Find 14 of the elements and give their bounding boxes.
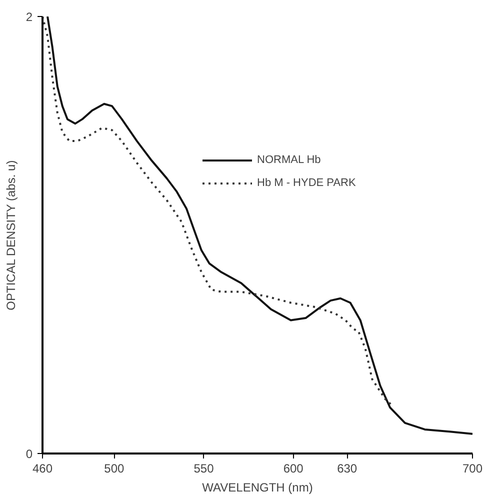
x-tick-label: 630 — [337, 462, 358, 476]
x-tick-label: 460 — [32, 462, 53, 476]
legend-label: NORMAL Hb — [257, 154, 321, 166]
x-tick-label: 550 — [194, 462, 214, 476]
x-tick-label: 500 — [104, 462, 125, 476]
y-tick-label: 2 — [26, 10, 33, 24]
y-axis-title: OPTICAL DENSITY (abs. u) — [4, 160, 18, 310]
line-series — [46, 16, 472, 435]
x-tick-label: 700 — [462, 462, 483, 476]
line-series — [42, 16, 394, 406]
x-tick-label: 600 — [283, 462, 304, 476]
y-tick-label: 0 — [26, 447, 33, 461]
legend-label: Hb M - HYDE PARK — [257, 177, 356, 189]
x-axis-title: WAVELENGTH (nm) — [202, 480, 313, 494]
